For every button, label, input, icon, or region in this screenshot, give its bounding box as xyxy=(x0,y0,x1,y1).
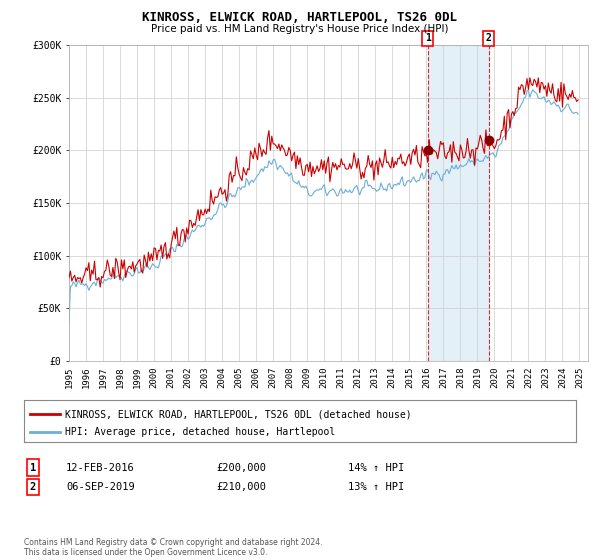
Text: 2: 2 xyxy=(486,33,491,43)
Text: KINROSS, ELWICK ROAD, HARTLEPOOL, TS26 0DL: KINROSS, ELWICK ROAD, HARTLEPOOL, TS26 0… xyxy=(143,11,458,24)
Text: £210,000: £210,000 xyxy=(216,482,266,492)
Text: HPI: Average price, detached house, Hartlepool: HPI: Average price, detached house, Hart… xyxy=(65,427,335,437)
Text: 2: 2 xyxy=(30,482,36,492)
Text: Price paid vs. HM Land Registry's House Price Index (HPI): Price paid vs. HM Land Registry's House … xyxy=(151,24,449,34)
Text: 1: 1 xyxy=(425,33,431,43)
Text: £200,000: £200,000 xyxy=(216,463,266,473)
Text: 13% ↑ HPI: 13% ↑ HPI xyxy=(348,482,404,492)
Text: KINROSS, ELWICK ROAD, HARTLEPOOL, TS26 0DL (detached house): KINROSS, ELWICK ROAD, HARTLEPOOL, TS26 0… xyxy=(65,409,412,419)
Text: 1: 1 xyxy=(30,463,36,473)
Text: 12-FEB-2016: 12-FEB-2016 xyxy=(66,463,135,473)
Bar xyxy=(428,45,489,361)
Text: Contains HM Land Registry data © Crown copyright and database right 2024.
This d: Contains HM Land Registry data © Crown c… xyxy=(24,538,323,557)
Text: 06-SEP-2019: 06-SEP-2019 xyxy=(66,482,135,492)
Text: 14% ↑ HPI: 14% ↑ HPI xyxy=(348,463,404,473)
